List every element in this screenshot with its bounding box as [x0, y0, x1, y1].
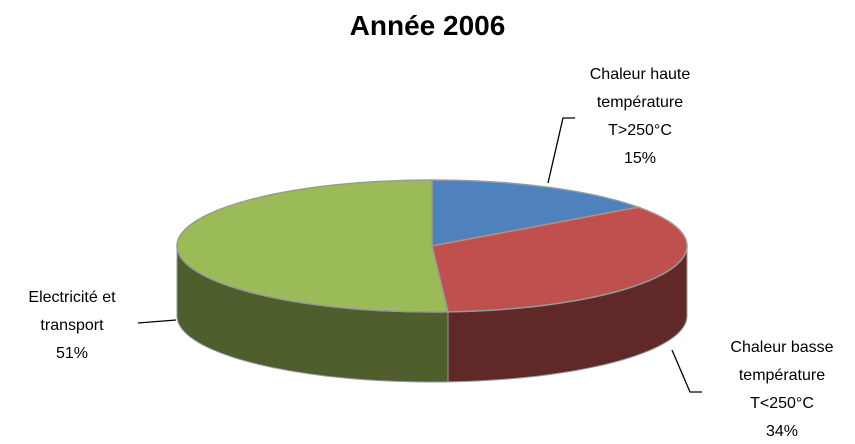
- leader-line: [547, 117, 575, 184]
- leader-line: [671, 349, 702, 393]
- leader-lines: [137, 117, 702, 393]
- category-label: Electricité et transport: [28, 289, 116, 334]
- value-label: 15%: [623, 150, 657, 167]
- value-label: 34%: [765, 423, 799, 440]
- category-label: Chaleur basse température T<250°C: [730, 339, 834, 412]
- pie-slice: [176, 179, 449, 313]
- category-label: Chaleur haute température T>250°C: [589, 66, 691, 139]
- data-label: Chaleur haute température T>250°C 15%: [570, 61, 710, 173]
- pie-slice: [431, 179, 642, 247]
- pie-slice: [431, 206, 688, 313]
- data-label: Electricité et transport 51%: [2, 284, 142, 368]
- chart-title: Année 2006: [349, 10, 506, 41]
- leader-line: [137, 319, 177, 324]
- data-label: Chaleur basse température T<250°C 34%: [712, 334, 852, 444]
- value-label: 51%: [55, 345, 89, 362]
